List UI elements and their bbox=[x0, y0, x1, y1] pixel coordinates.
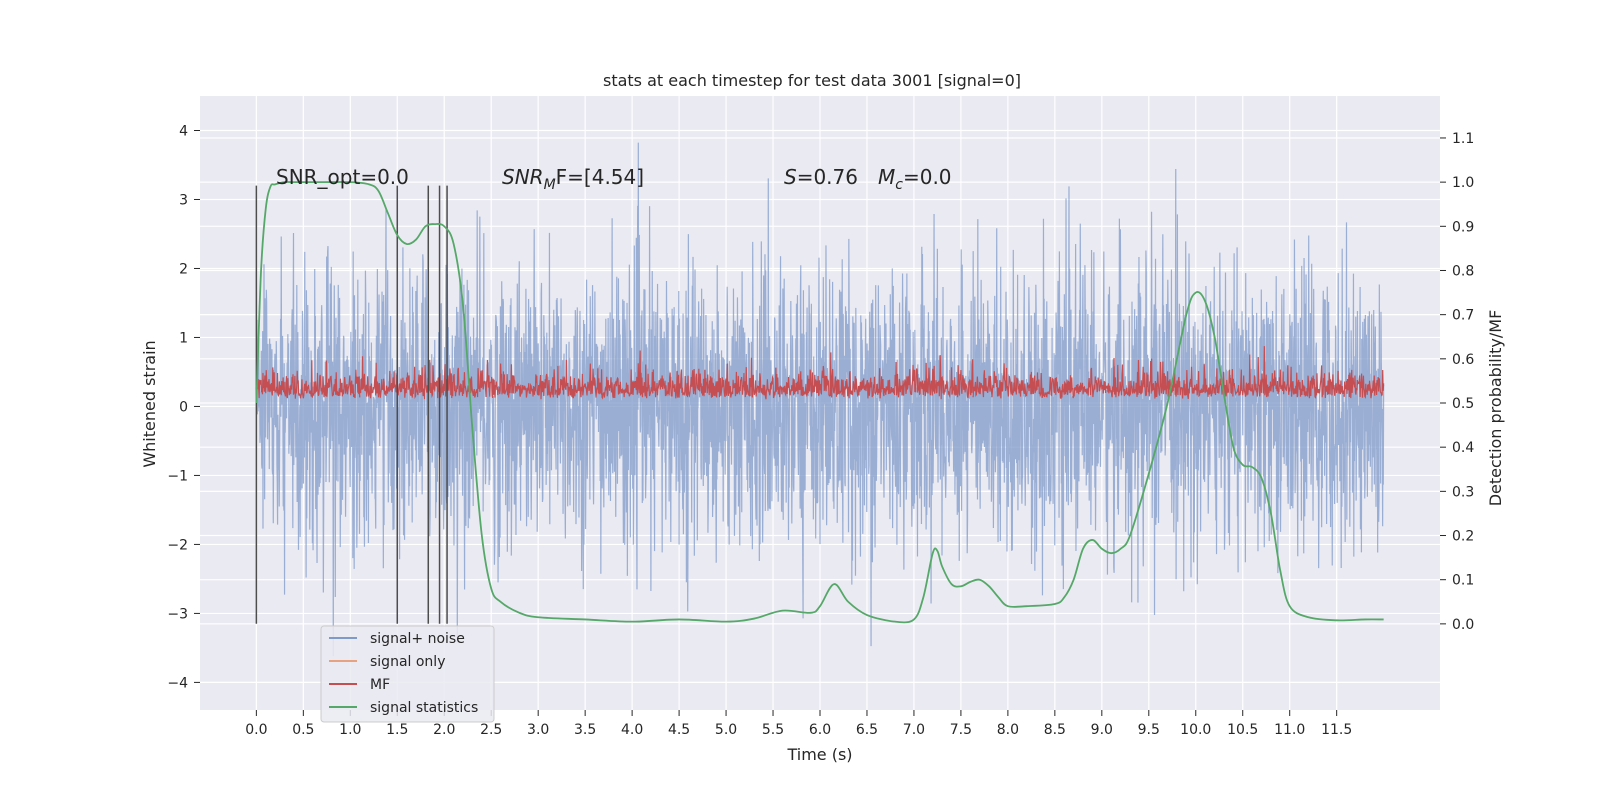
y-right-tick-label: 0.5 bbox=[1452, 396, 1474, 412]
y-right-tick-label: 0.1 bbox=[1452, 573, 1474, 589]
x-tick-label: 8.0 bbox=[997, 722, 1019, 738]
x-axis-label: Time (s) bbox=[786, 745, 852, 764]
y-right-tick-label: 0.6 bbox=[1452, 352, 1474, 368]
legend-label-signal-statistics: signal statistics bbox=[370, 700, 478, 716]
x-tick-label: 5.5 bbox=[762, 722, 784, 738]
snr-mf-value: F=[4.54] bbox=[556, 165, 644, 189]
mc-subscript: c bbox=[895, 177, 903, 193]
x-tick-label: 6.0 bbox=[809, 722, 831, 738]
legend-box bbox=[320, 625, 495, 723]
y-axis-ticks: −4 −3 −2 −1 0 1 2 3 4 bbox=[167, 123, 200, 691]
y-right-tick-label: 1.1 bbox=[1452, 131, 1474, 147]
y-axis-label: Whitened strain bbox=[140, 340, 159, 467]
y-tick-label: 1 bbox=[179, 330, 188, 346]
vertical-markers bbox=[255, 185, 448, 624]
mf-series bbox=[255, 346, 1385, 400]
legend-label-mf: MF bbox=[370, 677, 390, 693]
mc-label: M bbox=[878, 165, 895, 189]
s-annotation: S=0.76 bbox=[784, 165, 858, 189]
x-tick-label: 4.5 bbox=[668, 722, 690, 738]
x-tick-label: 8.5 bbox=[1044, 722, 1066, 738]
y-tick-label: 0 bbox=[179, 399, 188, 415]
x-tick-label: 7.5 bbox=[950, 722, 972, 738]
legend-label-signal-noise: signal+ noise bbox=[370, 631, 465, 647]
signal-noise-line bbox=[255, 142, 1385, 657]
y-tick-label: −2 bbox=[167, 537, 188, 553]
x-tick-label: 1.5 bbox=[386, 722, 408, 738]
y-right-axis-label: Detection probability/MF bbox=[1486, 310, 1505, 507]
x-tick-label: 10.0 bbox=[1180, 722, 1211, 738]
x-tick-label: 11.5 bbox=[1321, 722, 1352, 738]
y-tick-label: −4 bbox=[167, 675, 188, 691]
chart-title: stats at each timestep for test data 300… bbox=[603, 71, 1021, 90]
x-tick-label: 7.0 bbox=[903, 722, 925, 738]
y-tick-label: −1 bbox=[167, 468, 188, 484]
signal-noise-series bbox=[255, 142, 1385, 657]
snr-mf-subscript: M bbox=[544, 177, 556, 193]
x-tick-label: 6.5 bbox=[856, 722, 878, 738]
x-axis-ticks: 0.0 0.5 1.0 1.5 2.0 2.5 3.0 3.5 4.0 4.5 5.0 5.5 6.0 6… bbox=[245, 710, 1352, 738]
s-label: S bbox=[784, 165, 797, 189]
x-tick-label: 3.0 bbox=[527, 722, 549, 738]
snr-mf-annotation: SNRMF=[4.54] bbox=[502, 165, 644, 193]
signal-statistics-line bbox=[255, 181, 1384, 624]
x-tick-label: 4.0 bbox=[621, 722, 643, 738]
y-right-tick-label: 0.2 bbox=[1452, 529, 1474, 545]
x-tick-label: 3.5 bbox=[574, 722, 596, 738]
x-tick-label: 1.0 bbox=[339, 722, 361, 738]
y-right-tick-label: 0.9 bbox=[1452, 219, 1474, 235]
x-tick-label: 2.5 bbox=[480, 722, 502, 738]
signal-statistics-series bbox=[255, 181, 1384, 624]
y-right-tick-label: 0.8 bbox=[1452, 263, 1474, 279]
y-right-tick-label: 0.4 bbox=[1452, 440, 1474, 456]
s-value: =0.76 bbox=[797, 165, 858, 189]
y-right-tick-label: 0.0 bbox=[1452, 617, 1474, 633]
y-tick-label: 2 bbox=[179, 261, 188, 277]
x-tick-label: 11.0 bbox=[1274, 722, 1305, 738]
x-tick-label: 9.0 bbox=[1091, 722, 1113, 738]
legend-label-signal-only: signal only bbox=[370, 654, 445, 670]
mf-line bbox=[255, 346, 1385, 400]
mc-annotation: Mc=0.0 bbox=[878, 165, 952, 193]
y-right-axis-ticks: 0.0 0.1 0.2 0.3 0.4 0.5 0.6 0.7 0.8 0.9 1.0 1.1 bbox=[1440, 131, 1474, 633]
y-tick-label: 3 bbox=[179, 192, 188, 208]
snr-mf-prefix: SNR bbox=[502, 165, 544, 189]
x-tick-label: 0.0 bbox=[245, 722, 267, 738]
x-tick-label: 0.5 bbox=[292, 722, 314, 738]
snr-opt-annotation: SNR_opt=0.0 bbox=[276, 165, 409, 189]
y-right-tick-label: 0.7 bbox=[1452, 308, 1474, 324]
legend: signal+ noise signal only MF signal stat… bbox=[320, 625, 495, 723]
x-tick-label: 2.0 bbox=[433, 722, 455, 738]
x-tick-label: 10.5 bbox=[1227, 722, 1258, 738]
x-tick-label: 5.0 bbox=[715, 722, 737, 738]
x-tick-label: 9.5 bbox=[1138, 722, 1160, 738]
y-tick-label: 4 bbox=[179, 123, 188, 139]
mc-value: =0.0 bbox=[903, 165, 952, 189]
y-right-tick-label: 1.0 bbox=[1452, 175, 1474, 191]
y-right-tick-label: 0.3 bbox=[1452, 484, 1474, 500]
y-tick-label: −3 bbox=[167, 606, 188, 622]
